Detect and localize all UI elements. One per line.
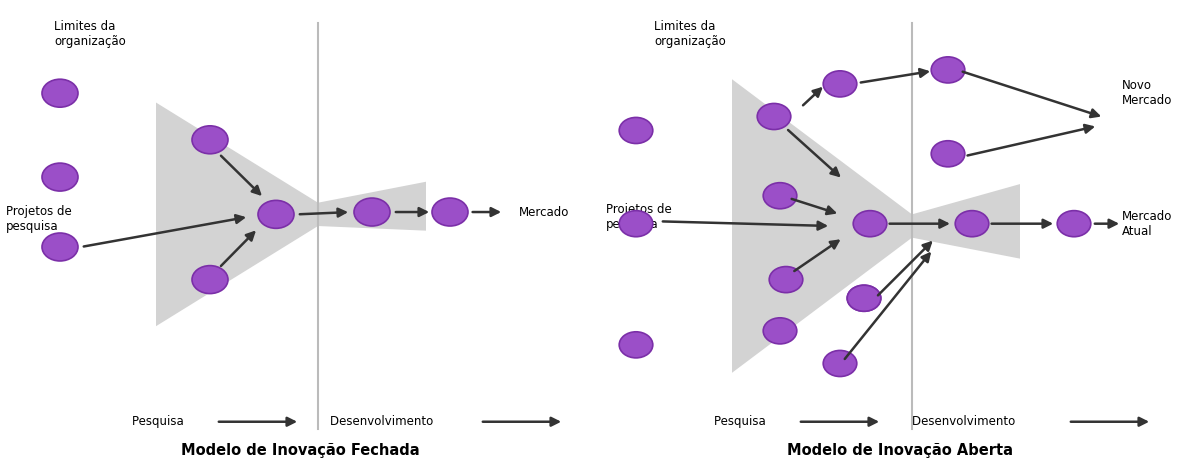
Circle shape <box>354 198 390 226</box>
Circle shape <box>823 350 857 377</box>
Circle shape <box>763 183 797 209</box>
Text: Novo
Mercado: Novo Mercado <box>1122 79 1172 107</box>
Text: Projetos de
pesquisa: Projetos de pesquisa <box>6 205 72 233</box>
Text: Modelo de Inovação Fechada: Modelo de Inovação Fechada <box>181 443 419 458</box>
Text: Desenvolvimento: Desenvolvimento <box>330 415 440 428</box>
Circle shape <box>823 71 857 97</box>
Circle shape <box>853 211 887 237</box>
Polygon shape <box>318 182 426 231</box>
Text: Mercado
Atual: Mercado Atual <box>1122 210 1172 238</box>
Circle shape <box>757 103 791 130</box>
Circle shape <box>955 211 989 237</box>
Polygon shape <box>156 103 318 326</box>
Text: Limites da
organização: Limites da organização <box>654 20 726 48</box>
Circle shape <box>192 266 228 294</box>
Circle shape <box>192 126 228 154</box>
Polygon shape <box>912 184 1020 259</box>
Circle shape <box>769 267 803 293</box>
Circle shape <box>847 285 881 311</box>
Text: Desenvolvimento: Desenvolvimento <box>912 415 1022 428</box>
Circle shape <box>42 79 78 107</box>
Text: Pesquisa: Pesquisa <box>132 415 191 428</box>
Text: Projetos de
pesquisa: Projetos de pesquisa <box>606 203 672 231</box>
Circle shape <box>1057 211 1091 237</box>
Circle shape <box>432 198 468 226</box>
Circle shape <box>847 285 881 311</box>
Circle shape <box>619 332 653 358</box>
Text: Limites da
organização: Limites da organização <box>54 20 126 48</box>
Circle shape <box>931 141 965 167</box>
Circle shape <box>931 57 965 83</box>
Circle shape <box>763 318 797 344</box>
Text: Mercado: Mercado <box>520 206 569 219</box>
Circle shape <box>619 117 653 144</box>
Polygon shape <box>732 79 912 373</box>
Text: Pesquisa: Pesquisa <box>714 415 773 428</box>
Circle shape <box>42 163 78 191</box>
Circle shape <box>258 200 294 228</box>
Circle shape <box>42 233 78 261</box>
Circle shape <box>619 211 653 237</box>
Text: Modelo de Inovação Aberta: Modelo de Inovação Aberta <box>787 443 1013 458</box>
